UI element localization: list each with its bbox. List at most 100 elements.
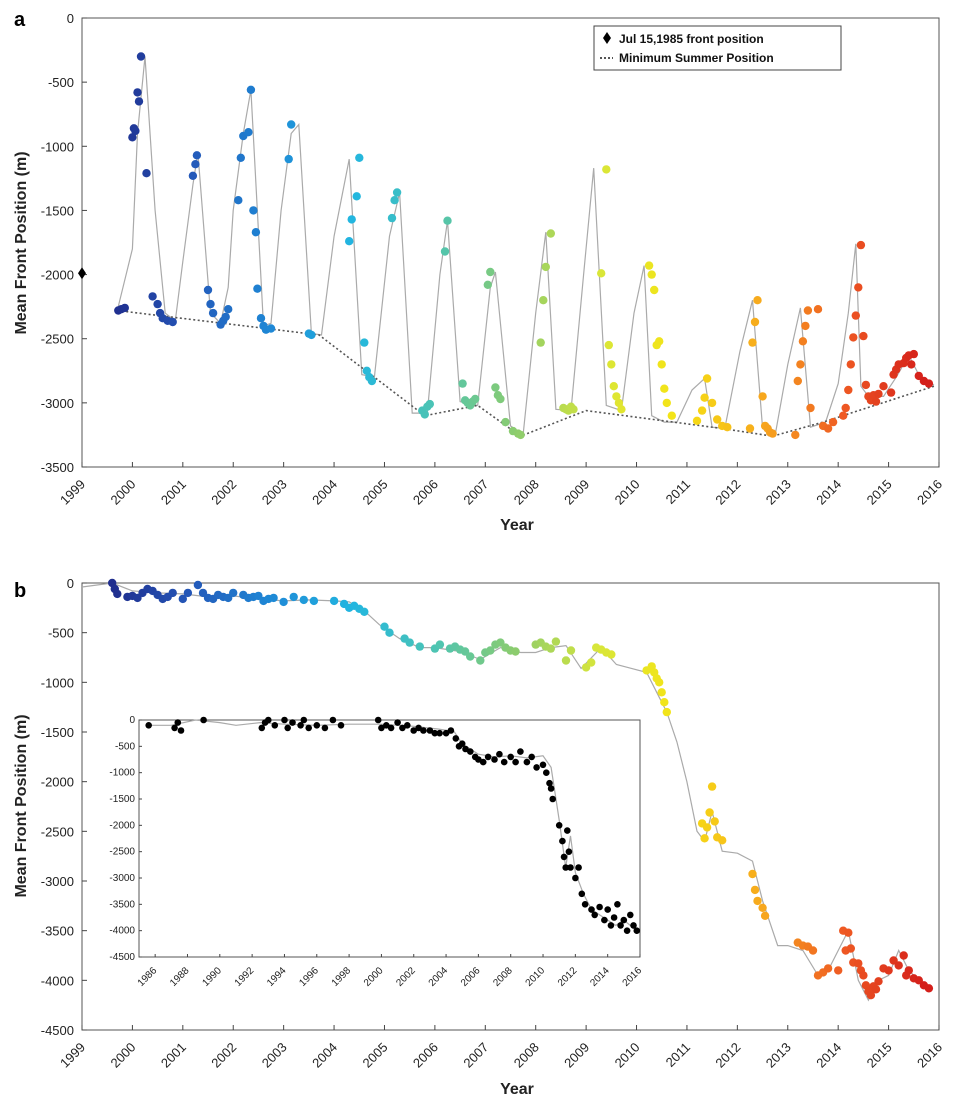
data-point xyxy=(924,984,934,993)
data-point xyxy=(447,727,455,734)
data-point xyxy=(496,750,503,758)
x-tick-label: 2004 xyxy=(309,1040,340,1071)
data-point xyxy=(871,397,881,406)
data-point xyxy=(440,247,450,256)
data-point xyxy=(420,727,427,734)
data-point xyxy=(562,864,569,871)
data-point xyxy=(575,864,582,871)
data-point xyxy=(387,724,395,732)
data-point xyxy=(120,303,129,313)
panel-a-label: a xyxy=(14,9,26,31)
data-point xyxy=(191,160,200,169)
minimum-summer-position-line xyxy=(117,309,935,438)
data-point xyxy=(113,589,122,599)
data-point xyxy=(859,971,868,980)
data-point xyxy=(491,383,500,392)
data-point xyxy=(874,389,883,399)
data-point xyxy=(856,240,866,250)
data-point xyxy=(145,722,152,729)
x-tick-label: 2007 xyxy=(460,1040,491,1071)
y-tick-label: -1500 xyxy=(41,203,74,218)
x-tick-label: 2009 xyxy=(561,477,592,508)
inset-series xyxy=(145,716,641,934)
data-point xyxy=(660,698,669,707)
data-point xyxy=(602,165,611,174)
data-point xyxy=(500,758,508,766)
data-point xyxy=(265,716,272,724)
data-point xyxy=(750,885,760,895)
data-point xyxy=(148,292,157,301)
data-point xyxy=(886,388,896,397)
data-point xyxy=(899,951,908,960)
panel-b-y-axis: 0 -500 -1000 -1500 -2000 -2500 -3000 -3500 -4000… xyxy=(41,576,87,1038)
data-point xyxy=(174,719,182,726)
data-point xyxy=(705,808,714,817)
data-point xyxy=(750,317,760,327)
data-point xyxy=(581,901,589,908)
data-point xyxy=(244,128,253,137)
data-point xyxy=(236,153,245,162)
y-tick-label: -4500 xyxy=(109,952,135,963)
panel-a-plot-area xyxy=(81,17,940,468)
data-point xyxy=(909,349,918,359)
panel-a-y-axis: 0 -500 -1000 -1500 -2000 -2500 -3000 -3500 xyxy=(41,11,87,475)
y-tick-label: -3000 xyxy=(41,874,74,889)
data-point xyxy=(707,398,717,408)
x-tick-label: 2010 xyxy=(612,1040,643,1071)
data-point xyxy=(607,360,616,369)
data-point xyxy=(425,399,434,409)
y-tick-label: -3000 xyxy=(109,873,135,884)
data-point xyxy=(839,411,848,420)
x-tick-label: 2013 xyxy=(763,1040,794,1071)
y-tick-label: 0 xyxy=(67,576,74,591)
data-point xyxy=(284,724,292,732)
data-point xyxy=(188,171,198,180)
x-tick-label: 2003 xyxy=(259,1040,290,1071)
data-point xyxy=(597,269,606,278)
data-point xyxy=(431,729,439,737)
x-tick-label: 2002 xyxy=(208,477,239,508)
x-tick-label: 2011 xyxy=(663,1040,693,1070)
data-point xyxy=(458,740,466,747)
data-point xyxy=(300,716,308,724)
data-point xyxy=(591,911,598,919)
data-point xyxy=(745,424,755,433)
data-point xyxy=(620,916,628,924)
data-point xyxy=(630,922,637,929)
x-tick-label: 2009 xyxy=(561,1040,592,1071)
data-point xyxy=(560,853,568,861)
data-point xyxy=(367,376,377,386)
data-point xyxy=(859,331,868,341)
data-point xyxy=(271,722,279,729)
y-tick-label: -2500 xyxy=(41,332,74,347)
data-point xyxy=(633,927,641,934)
data-point xyxy=(134,97,144,106)
data-point xyxy=(287,120,296,129)
data-point xyxy=(702,374,712,383)
data-point xyxy=(355,153,364,162)
data-point xyxy=(528,753,535,761)
data-point xyxy=(546,779,553,787)
data-point xyxy=(337,722,345,729)
data-point xyxy=(697,406,707,415)
data-point xyxy=(168,317,177,327)
data-point xyxy=(380,622,389,631)
data-point xyxy=(793,376,802,386)
data-point xyxy=(823,964,833,973)
x-tick-label: 2000 xyxy=(107,477,138,508)
data-point xyxy=(436,729,443,737)
data-point xyxy=(650,285,659,295)
data-point xyxy=(171,724,178,732)
data-point xyxy=(748,338,757,347)
data-point xyxy=(128,133,137,142)
data-point xyxy=(142,169,151,178)
x-tick-label: 2001 xyxy=(158,477,189,508)
data-point xyxy=(578,890,586,898)
data-point xyxy=(907,360,916,369)
y-tick-label: -1000 xyxy=(109,768,135,779)
data-point xyxy=(507,753,514,761)
x-tick-label: 1999 xyxy=(57,1040,88,1071)
data-point xyxy=(253,284,262,293)
x-tick-label: 2016 xyxy=(914,477,945,508)
